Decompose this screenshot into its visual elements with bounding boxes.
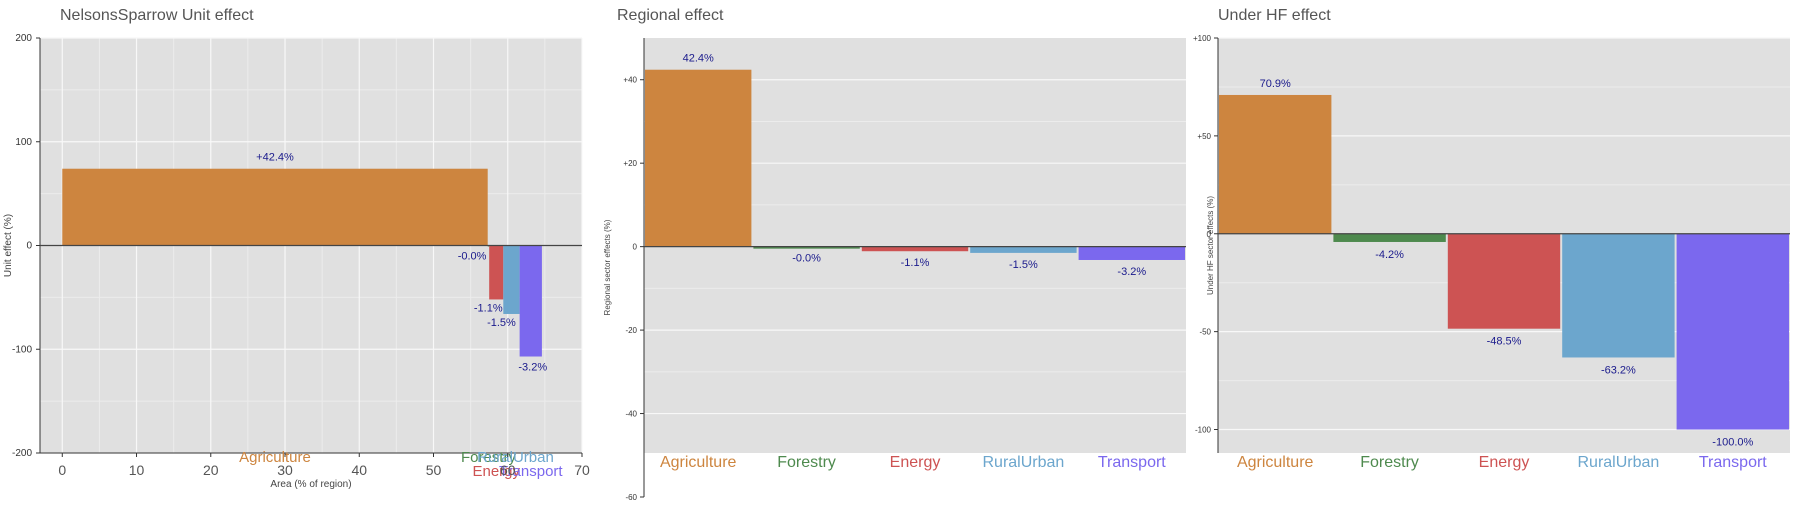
panel1-category-label: Forestry: [461, 449, 517, 466]
panel1-title: NelsonsSparrow Unit effect: [60, 7, 254, 24]
panel1-value-label: -1.5%: [487, 317, 516, 329]
panel3-value-label: -48.5%: [1487, 336, 1522, 348]
panel1-x-tick-label: 40: [351, 462, 367, 478]
panel1-y-axis-title: Unit effect (%): [3, 214, 14, 277]
panel3-y-tick-label: -50: [1199, 328, 1211, 337]
panel1-category-label: Agriculture: [239, 449, 311, 466]
panel3-bar-agriculture: [1219, 94, 1332, 234]
panel2-y-tick-label: -20: [625, 326, 637, 335]
panel3-y-tick-label: -100: [1195, 426, 1212, 435]
panel2-category-label: Transport: [1098, 454, 1166, 471]
panel3-category-label: Energy: [1479, 454, 1530, 471]
panel3-bar-ruralurban: [1562, 233, 1675, 358]
panel1-bar-agriculture: [62, 168, 488, 246]
panel2-value-label: 42.4%: [683, 53, 714, 65]
panel3-category-label: Transport: [1699, 454, 1767, 471]
panel3-y-tick-label: +100: [1193, 34, 1212, 43]
panel2-bar-energy: [861, 246, 969, 252]
panel2-y-tick-label: -40: [625, 410, 637, 419]
panel1-value-label: -1.1%: [474, 302, 503, 314]
panel2-value-label: -3.2%: [1117, 266, 1146, 278]
panel3-bar-transport: [1676, 233, 1789, 430]
panel1-x-tick-label: 70: [574, 462, 590, 478]
panel1-x-axis-title: Area (% of region): [270, 479, 351, 490]
panel1-value-label: -0.0%: [458, 251, 487, 263]
panel3-value-label: -4.2%: [1375, 249, 1404, 261]
panel1-x-tick-label: 50: [426, 462, 442, 478]
panel1-x-tick-label: 10: [129, 462, 145, 478]
panel2-category-label: Agriculture: [660, 454, 737, 471]
panel3-category-label: Forestry: [1360, 454, 1419, 471]
panel3-y-tick-label: 0: [1207, 230, 1212, 239]
panel1-y-tick-label: 100: [15, 137, 32, 148]
panel1-y-tick-label: -100: [12, 344, 32, 355]
panel1-y-tick-label: 0: [26, 241, 32, 252]
panel3-title: Under HF effect: [1218, 7, 1331, 24]
panel2-y-tick-label: 0: [633, 243, 638, 252]
panel3-value-label: -63.2%: [1601, 364, 1636, 376]
panel3-value-label: 70.9%: [1260, 78, 1291, 90]
panel2-bar-forestry: [753, 246, 860, 249]
panel2-bar-agriculture: [645, 69, 752, 247]
panel2-category-label: RuralUrban: [982, 454, 1064, 471]
panel1-category-label: RuralUrban: [477, 449, 554, 466]
panel2-y-tick-label: -60: [625, 493, 637, 500]
panel2-title: Regional effect: [617, 7, 724, 24]
panel2-y-tick-label: +20: [623, 159, 637, 168]
panel1-category-label: Transport: [499, 463, 563, 480]
panel2-bar-ruralurban: [970, 246, 1077, 253]
panel1-category-label: Energy: [472, 463, 520, 480]
panel2-value-label: -1.5%: [1009, 259, 1038, 271]
panel2-value-label: -0.0%: [792, 253, 821, 265]
panel3-category-label: RuralUrban: [1577, 454, 1659, 471]
panel1-value-label: +42.4%: [256, 152, 294, 164]
panel1-x-tick-label: 20: [203, 462, 219, 478]
panel2-category-label: Energy: [890, 454, 941, 471]
panel3-y-axis-title: Under HF sector effects (%): [1206, 196, 1215, 295]
panel3-category-label: Agriculture: [1237, 454, 1314, 471]
panel3-value-label: -100.0%: [1712, 437, 1753, 449]
panel1-x-tick-label: 60: [500, 462, 516, 478]
panel3-bar-energy: [1447, 233, 1561, 329]
panel1-bar-ruralurban: [503, 245, 520, 314]
panel1-y-tick-label: -200: [12, 448, 32, 459]
panel2-y-tick-label: +40: [623, 76, 637, 85]
panel2-bar-transport: [1078, 246, 1185, 260]
panel1-x-tick-label: 30: [277, 462, 293, 478]
panel2-category-label: Forestry: [777, 454, 836, 471]
panel1-y-tick-label: 200: [15, 33, 32, 44]
panel2-y-axis-title: Regional sector effects (%): [603, 219, 612, 315]
panel1-bar-energy: [489, 245, 504, 300]
panel2-value-label: -1.1%: [901, 257, 930, 269]
panel3-bar-forestry: [1333, 233, 1446, 242]
panel1-bar-transport: [519, 245, 542, 357]
panel1-value-label: -3.2%: [518, 362, 547, 374]
panel1-x-tick-label: 0: [58, 462, 66, 478]
panel3-y-tick-label: +50: [1197, 132, 1211, 141]
